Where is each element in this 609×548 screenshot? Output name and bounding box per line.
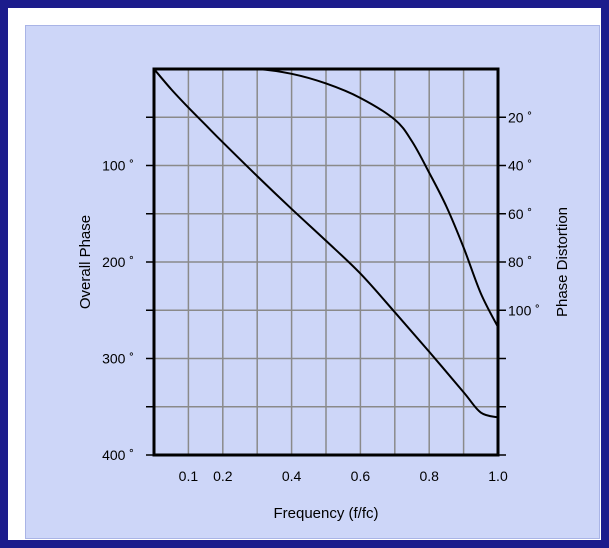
y-right-tick-label: 80 ˚ xyxy=(508,254,532,270)
y-axis-left-title: Overall Phase xyxy=(77,215,94,309)
x-tick-label: 0.6 xyxy=(351,468,371,484)
y-left-tick-label: 400 ˚ xyxy=(102,447,134,463)
y-axis-right-title: Phase Distortion xyxy=(554,207,571,317)
phase-chart: 0.1 0.2 0.4 0.6 0.8 1.0 100 ˚ 200 ˚ 300 ˚ 400 ˚ 20… xyxy=(77,67,571,522)
y-right-tick-label: 20 ˚ xyxy=(508,109,532,125)
tick-labels: 0.1 0.2 0.4 0.6 0.8 1.0 100 ˚ 200 ˚ 300 ˚ 400 ˚ 20… xyxy=(102,109,540,484)
x-tick-label: 0.2 xyxy=(213,468,233,484)
y-right-tick-label: 40 ˚ xyxy=(508,158,532,174)
x-tick-label: 0.8 xyxy=(419,468,439,484)
x-axis-title: Frequency (f/fc) xyxy=(273,505,378,522)
x-tick-label: 0.1 xyxy=(179,468,199,484)
overall-phase-curve xyxy=(153,68,499,419)
tick-marks xyxy=(146,116,506,456)
y-right-tick-label: 100 ˚ xyxy=(508,302,540,318)
y-right-tick-label: 60 ˚ xyxy=(508,206,532,222)
y-left-tick-label: 100 ˚ xyxy=(102,158,134,174)
y-left-tick-label: 300 ˚ xyxy=(102,351,134,367)
grid-lines xyxy=(154,69,498,455)
chart-panel: 0.1 0.2 0.4 0.6 0.8 1.0 100 ˚ 200 ˚ 300 ˚ 400 ˚ 20… xyxy=(25,25,600,539)
x-tick-label: 0.4 xyxy=(282,468,302,484)
x-tick-label: 1.0 xyxy=(488,468,508,484)
y-left-tick-label: 200 ˚ xyxy=(102,254,134,270)
